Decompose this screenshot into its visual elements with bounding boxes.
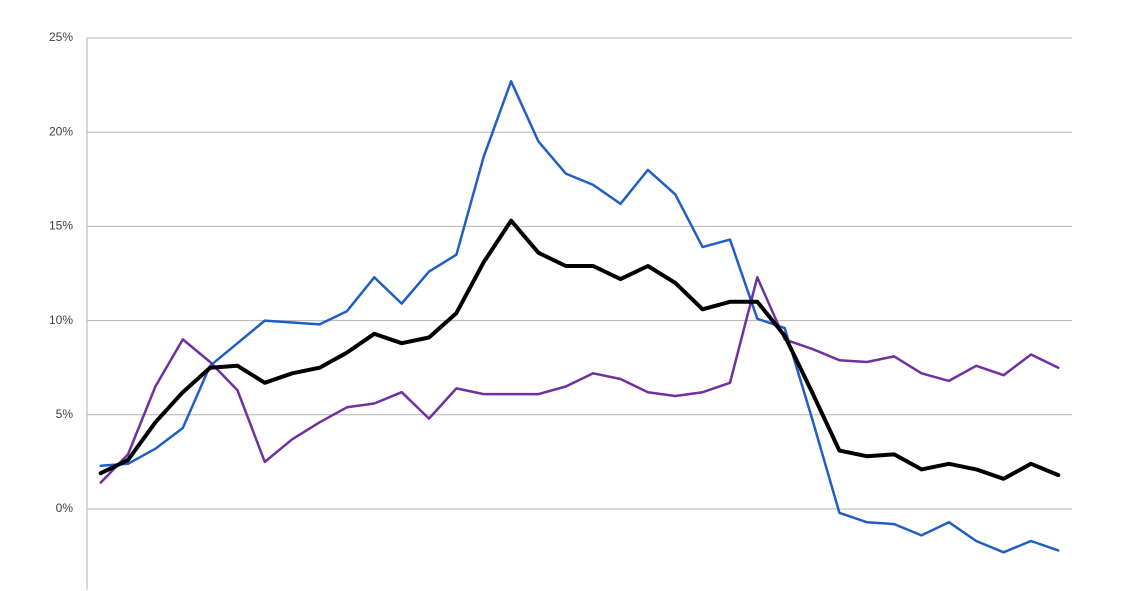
y-tick-label: 15% xyxy=(49,219,73,233)
series-line xyxy=(99,80,1060,554)
series-line xyxy=(98,218,1061,481)
y-tick-label: 0% xyxy=(56,501,74,515)
y-tick-label: 10% xyxy=(49,313,73,327)
y-tick-label: 25% xyxy=(49,30,73,44)
y-tick-label: 5% xyxy=(56,407,74,421)
series-line xyxy=(99,276,1060,484)
y-tick-label: 20% xyxy=(49,124,73,138)
